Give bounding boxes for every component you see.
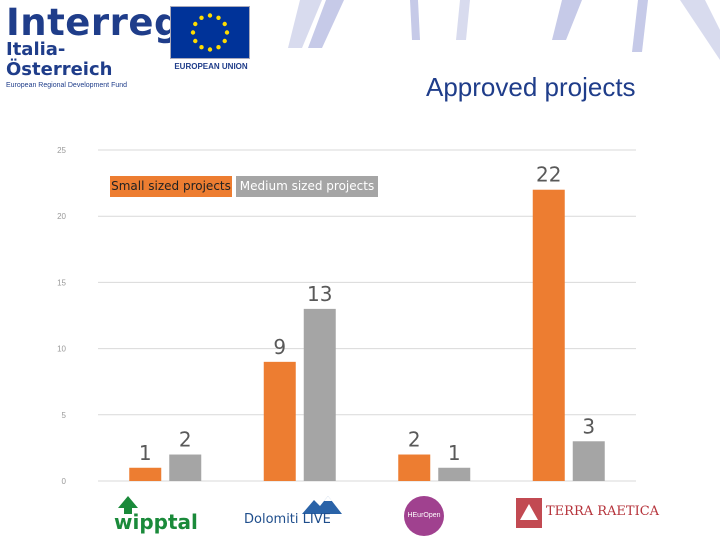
bar-small [532, 189, 565, 481]
bar-value-label: 1 [139, 441, 152, 465]
slide-title: Approved projects [426, 72, 636, 102]
legend-small-sized-projects: Small sized projects [110, 176, 232, 197]
y-tick-label: 0 [62, 477, 67, 486]
y-tick-label: 25 [57, 146, 66, 155]
y-tick-label: 15 [57, 278, 66, 287]
y-tick-label: 5 [62, 411, 67, 420]
bar-value-label: 1 [448, 441, 461, 465]
bar-value-label: 2 [179, 428, 192, 452]
bar-medium [438, 467, 471, 481]
bar-medium [572, 441, 605, 481]
decorative-stripes [288, 0, 720, 60]
bar-medium [303, 308, 336, 481]
terra-raetica-logo: TERRA RAETICA [514, 494, 659, 538]
bar-small [263, 361, 296, 481]
bar-medium [169, 454, 202, 481]
wipptal-arrow-icon [118, 496, 138, 514]
y-tick-label: 20 [57, 212, 66, 221]
bar-small [129, 467, 162, 481]
dolomiti-live-logo: Dolomiti LIVE [244, 494, 342, 538]
bar-value-label: 22 [536, 163, 561, 187]
heuropen-logo: HEurOpen [404, 494, 444, 538]
bar-value-label: 9 [273, 335, 286, 359]
eu-flag-icon [170, 6, 250, 59]
eu-logo: EUROPEAN UNION [170, 6, 252, 76]
dolomiti-live-logo-text: Dolomiti LIVE [244, 512, 331, 527]
bar-value-label: 13 [307, 282, 332, 306]
interreg-logo-fund: European Regional Development Fund [6, 82, 128, 89]
mountain-icon [302, 496, 342, 514]
y-tick-label: 10 [57, 345, 66, 354]
interreg-logo-region: Italia-Österreich [6, 39, 113, 80]
legend-medium-sized-projects: Medium sized projects [236, 176, 378, 197]
interreg-logo-name: Interreg [6, 1, 181, 44]
heuropen-logo-text: HEurOpen [404, 496, 444, 536]
interreg-logo: Interreg Italia-Österreich European Regi… [6, 1, 181, 90]
bar-value-label: 3 [582, 414, 595, 438]
wipptal-logo: wipptal [108, 494, 198, 538]
bar-value-label: 2 [408, 428, 421, 452]
eu-label: EUROPEAN UNION [174, 62, 248, 71]
terra-raetica-logo-text: TERRA RAETICA [546, 504, 660, 519]
terra-raetica-emblem-icon [516, 498, 542, 528]
wipptal-logo-text: wipptal [114, 510, 198, 534]
bar-small [398, 454, 431, 481]
